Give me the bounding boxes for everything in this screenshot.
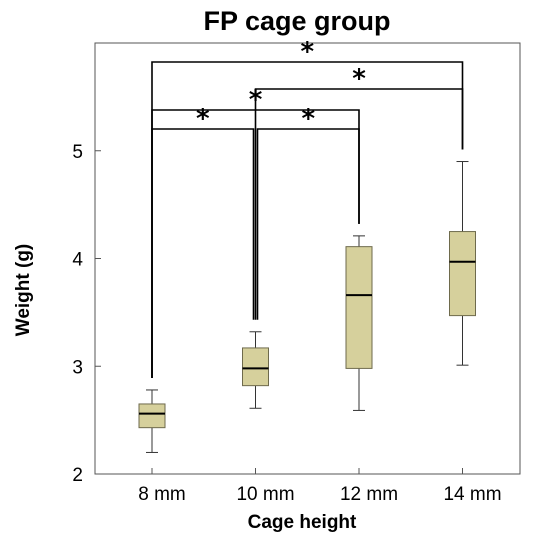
x-axis: 8 mm 10 mm 12 mm 14 mm — [138, 468, 502, 505]
box-12mm — [345, 235, 373, 411]
significance-star: * — [300, 37, 314, 67]
significance-star: * — [196, 104, 210, 134]
significance-brackets: * * * * * — [151, 37, 464, 378]
y-tick-label: 2 — [72, 465, 83, 486]
significance-bracket: * — [254, 64, 464, 320]
x-axis-title: Cage height — [248, 512, 357, 533]
significance-bracket: * — [151, 104, 255, 378]
y-axis-title: Weight (g) — [13, 244, 34, 337]
box-14mm — [449, 161, 476, 366]
y-axis: 2 3 4 5 — [72, 142, 101, 486]
y-tick-label: 5 — [72, 142, 83, 163]
bracket-line — [254, 88, 464, 320]
significance-bracket: * — [151, 37, 464, 378]
y-tick-label: 4 — [72, 250, 83, 271]
significance-star: * — [352, 64, 366, 94]
x-tick-label: 14 mm — [443, 484, 501, 505]
bracket-line — [256, 128, 360, 320]
x-tick-label: 12 mm — [340, 484, 398, 505]
x-tick-label: 10 mm — [236, 484, 294, 505]
chart-title: FP cage group — [203, 6, 390, 36]
iqr-box — [449, 231, 476, 317]
iqr-box — [242, 347, 269, 387]
significance-star: * — [249, 85, 263, 115]
y-tick-label: 3 — [72, 357, 83, 378]
box-10mm — [242, 331, 269, 409]
significance-star: * — [301, 104, 315, 134]
x-tick-label: 8 mm — [138, 484, 186, 505]
iqr-box — [345, 246, 373, 369]
bracket-line — [151, 128, 255, 378]
boxes-layer — [138, 161, 476, 453]
iqr-box — [138, 403, 166, 429]
significance-bracket: * — [256, 104, 360, 320]
box-8mm — [138, 389, 166, 453]
